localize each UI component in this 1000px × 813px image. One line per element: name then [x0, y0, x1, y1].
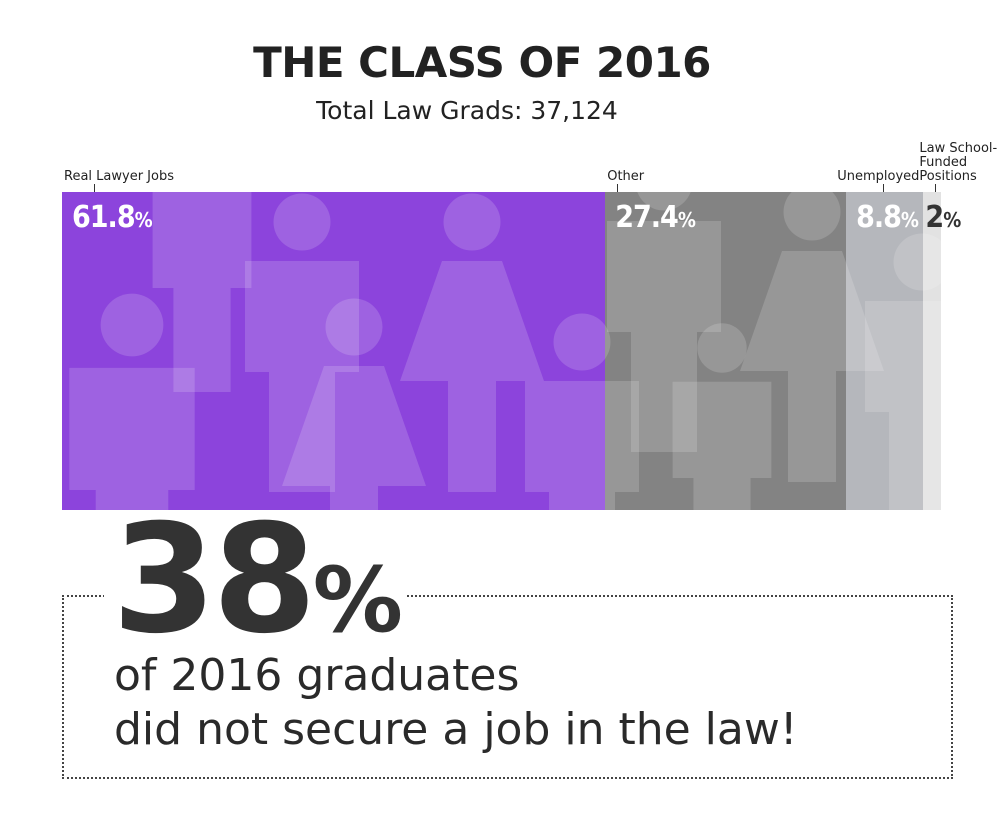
chart-title: THE CLASS OF 2016 [253, 38, 711, 87]
label-leader [94, 184, 95, 192]
value-label: 2% [925, 200, 961, 235]
callout-line: of 2016 graduates [114, 650, 520, 701]
label-leader [935, 184, 937, 192]
category-label: Unemployed [837, 169, 920, 184]
category-label: Law School-Funded Positions [919, 141, 998, 184]
chart-subtitle: Total Law Grads: 37,124 [316, 96, 618, 125]
bar-segment [846, 192, 924, 510]
bar-segment [62, 192, 606, 510]
label-leader [617, 184, 619, 192]
label-leader [883, 184, 885, 192]
callout-line: did not secure a job in the law! [114, 704, 798, 755]
category-label: Real Lawyer Jobs [64, 169, 174, 184]
callout-figure: 38% [104, 500, 407, 681]
bar-segment [923, 192, 941, 510]
bar-segment [605, 192, 847, 510]
value-label: 27.4% [615, 200, 696, 235]
category-label: Other [607, 169, 645, 184]
callout-box [62, 595, 953, 779]
value-label: 61.8% [72, 200, 153, 235]
value-label: 8.8% [856, 200, 919, 235]
